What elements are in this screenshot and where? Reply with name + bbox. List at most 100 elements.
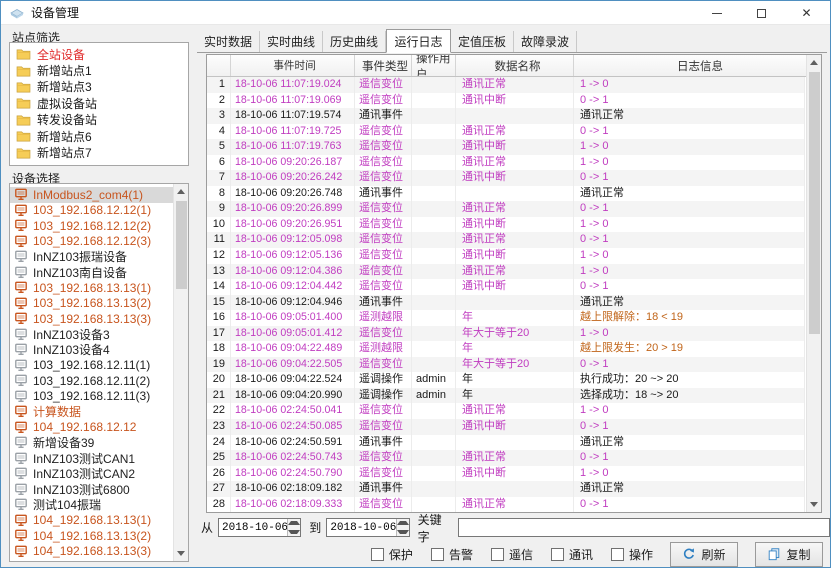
maximize-button[interactable]	[739, 2, 784, 24]
scroll-down-icon[interactable]	[174, 546, 188, 561]
device-item[interactable]: 104_192.168.13.13(3)	[10, 544, 173, 560]
log-table-row[interactable]: 8 18-10-06 09:20:26.748 通讯事件 通讯正常	[207, 185, 805, 202]
minimize-button[interactable]	[694, 2, 739, 24]
device-item[interactable]: 104_192.168.13.13(1)	[10, 513, 173, 529]
log-table-row[interactable]: 9 18-10-06 09:20:26.899 遥信变位 通讯正常 0 -> 1	[207, 201, 805, 217]
log-table-row[interactable]: 4 18-10-06 11:07:19.725 遥信变位 通讯正常 0 -> 1	[207, 123, 805, 140]
copy-button[interactable]: 复制	[755, 541, 823, 567]
to-date-field[interactable]	[326, 518, 410, 537]
device-list-scrollbar[interactable]	[173, 184, 188, 561]
device-item[interactable]: 104_192.168.13.13(2)	[10, 528, 173, 544]
device-item[interactable]: InNZ103设备3	[10, 327, 173, 343]
device-item[interactable]: InNZ103设备4	[10, 342, 173, 358]
device-item[interactable]: InModbus2_com4(1)	[10, 187, 173, 203]
keyword-input[interactable]	[459, 519, 830, 536]
checkbox-box-icon[interactable]	[370, 547, 384, 561]
log-table-row[interactable]: 5 18-10-06 11:07:19.763 遥信变位 通讯中断 1 -> 0	[207, 139, 805, 155]
site-item[interactable]: 虚拟设备站	[10, 95, 188, 111]
device-item[interactable]: 103_192.168.13.13(3)	[10, 311, 173, 327]
spinner-down-icon[interactable]	[288, 527, 301, 536]
checkbox-box-icon[interactable]	[490, 547, 504, 561]
checkbox-box-icon[interactable]	[430, 547, 444, 561]
log-table-row[interactable]: 17 18-10-06 09:05:01.412 遥信变位 年大于等于20 1 …	[207, 325, 805, 342]
tab-定值压板[interactable]: 定值压板	[451, 31, 514, 52]
device-item[interactable]: 103_192.168.12.11(2)	[10, 373, 173, 389]
site-item[interactable]: 新增站点6	[10, 128, 188, 144]
tab-运行日志[interactable]: 运行日志	[386, 29, 451, 53]
log-table-row[interactable]: 20 18-10-06 09:04:22.524 遥调操作 admin 年 执行…	[207, 372, 805, 388]
log-table-row[interactable]: 16 18-10-06 09:05:01.400 遥测越限 年 越上限解除：18…	[207, 310, 805, 326]
device-item[interactable]: 103_192.168.12.11(1)	[10, 358, 173, 374]
log-table-row[interactable]: 3 18-10-06 11:07:19.574 通讯事件 通讯正常	[207, 108, 805, 124]
log-table-row[interactable]: 28 18-10-06 02:18:09.333 遥信变位 通讯正常 0 -> …	[207, 496, 805, 512]
log-table-row[interactable]: 1 18-10-06 11:07:19.024 遥信变位 通讯正常 1 -> 0	[207, 77, 805, 93]
device-item[interactable]: 103_192.168.12.12(3)	[10, 234, 173, 250]
filter-checkbox-遥信[interactable]: 遥信	[490, 546, 533, 563]
scrollbar-thumb[interactable]	[176, 201, 187, 289]
log-table-row[interactable]: 24 18-10-06 02:24:50.591 通讯事件 通讯正常	[207, 434, 805, 451]
log-table-row[interactable]: 26 18-10-06 02:24:50.790 遥信变位 通讯中断 1 -> …	[207, 465, 805, 482]
scroll-up-icon[interactable]	[174, 184, 188, 199]
device-item[interactable]: 103_192.168.13.13(2)	[10, 296, 173, 312]
device-item[interactable]: 103_192.168.13.13(1)	[10, 280, 173, 296]
log-table-row[interactable]: 7 18-10-06 09:20:26.242 遥信变位 通讯中断 0 -> 1	[207, 170, 805, 186]
device-item[interactable]: 测试104振瑞	[10, 497, 173, 513]
from-date-field[interactable]	[218, 518, 302, 537]
close-button[interactable]: ✕	[784, 2, 829, 24]
log-table-row[interactable]: 15 18-10-06 09:12:04.946 通讯事件 通讯正常	[207, 294, 805, 311]
log-table-row[interactable]: 25 18-10-06 02:24:50.743 遥信变位 通讯正常 0 -> …	[207, 450, 805, 466]
from-date-input[interactable]	[219, 519, 288, 536]
spinner-down-icon[interactable]	[396, 527, 409, 536]
scrollbar-thumb[interactable]	[809, 72, 820, 334]
device-item[interactable]: 103_192.168.12.12(1)	[10, 203, 173, 219]
scroll-up-icon[interactable]	[807, 55, 821, 70]
log-table-row[interactable]: 10 18-10-06 09:20:26.951 遥信变位 通讯中断 1 -> …	[207, 216, 805, 233]
log-table-row[interactable]: 2 18-10-06 11:07:19.069 遥信变位 通讯中断 0 -> 1	[207, 92, 805, 109]
site-item[interactable]: 全站设备	[10, 46, 188, 62]
log-table-row[interactable]: 13 18-10-06 09:12:04.386 遥信变位 通讯正常 1 -> …	[207, 263, 805, 280]
log-table-row[interactable]: 14 18-10-06 09:12:04.442 遥信变位 通讯中断 0 -> …	[207, 279, 805, 295]
keyword-field[interactable]	[458, 518, 830, 537]
device-item[interactable]: InNZ103测试CAN1	[10, 451, 173, 467]
log-table-row[interactable]: 11 18-10-06 09:12:05.098 遥信变位 通讯正常 0 -> …	[207, 232, 805, 249]
filter-checkbox-操作[interactable]: 操作	[610, 546, 653, 563]
site-item[interactable]: 新增站点7	[10, 144, 188, 160]
device-item[interactable]: 103_192.168.12.12(2)	[10, 218, 173, 234]
filter-checkbox-保护[interactable]: 保护	[370, 546, 413, 563]
log-table-row[interactable]: 12 18-10-06 09:12:05.136 遥信变位 通讯中断 1 -> …	[207, 248, 805, 264]
from-date-spinner[interactable]	[287, 519, 301, 536]
log-table-row[interactable]: 18 18-10-06 09:04:22.489 遥测越限 年 越上限发生：20…	[207, 341, 805, 357]
log-table-row[interactable]: 6 18-10-06 09:20:26.187 遥信变位 通讯正常 1 -> 0	[207, 154, 805, 171]
device-item[interactable]: InNZ103振瑞设备	[10, 249, 173, 265]
device-item[interactable]: InNZ103测试6800	[10, 482, 173, 498]
tab-故障录波[interactable]: 故障录波	[514, 31, 577, 52]
log-table-row[interactable]: 22 18-10-06 02:24:50.041 遥信变位 通讯正常 1 -> …	[207, 403, 805, 420]
device-item[interactable]: 计算数据	[10, 404, 173, 420]
tab-历史曲线[interactable]: 历史曲线	[323, 31, 386, 52]
log-table-row[interactable]: 21 18-10-06 09:04:20.990 遥调操作 admin 年 选择…	[207, 387, 805, 404]
checkbox-box-icon[interactable]	[610, 547, 624, 561]
device-item[interactable]: 新增设备39	[10, 435, 173, 451]
to-date-input[interactable]	[327, 519, 396, 536]
scroll-down-icon[interactable]	[807, 497, 821, 512]
log-table-row[interactable]: 23 18-10-06 02:24:50.085 遥信变位 通讯中断 0 -> …	[207, 419, 805, 435]
filter-checkbox-通讯[interactable]: 通讯	[550, 546, 593, 563]
filter-checkbox-告警[interactable]: 告警	[430, 546, 473, 563]
log-table-scrollbar[interactable]	[806, 55, 821, 512]
spinner-up-icon[interactable]	[288, 519, 301, 528]
refresh-button[interactable]: 刷新	[670, 541, 738, 567]
site-item[interactable]: 转发设备站	[10, 112, 188, 128]
site-item[interactable]: 新增站点1	[10, 62, 188, 78]
device-item[interactable]: InNZ103测试CAN2	[10, 466, 173, 482]
spinner-up-icon[interactable]	[396, 519, 409, 528]
site-item[interactable]: 新增站点3	[10, 79, 188, 95]
tab-实时数据[interactable]: 实时数据	[197, 31, 260, 52]
log-table-row[interactable]: 19 18-10-06 09:04:22.505 遥信变位 年大于等于20 0 …	[207, 356, 805, 373]
device-item[interactable]: 103_192.168.12.11(3)	[10, 389, 173, 405]
log-table-row[interactable]: 27 18-10-06 02:18:09.182 通讯事件 通讯正常	[207, 481, 805, 497]
device-item[interactable]: InNZ103南自设备	[10, 265, 173, 281]
checkbox-box-icon[interactable]	[550, 547, 564, 561]
device-item[interactable]: 104_192.168.12.12	[10, 420, 173, 436]
tab-实时曲线[interactable]: 实时曲线	[260, 31, 323, 52]
to-date-spinner[interactable]	[395, 519, 409, 536]
